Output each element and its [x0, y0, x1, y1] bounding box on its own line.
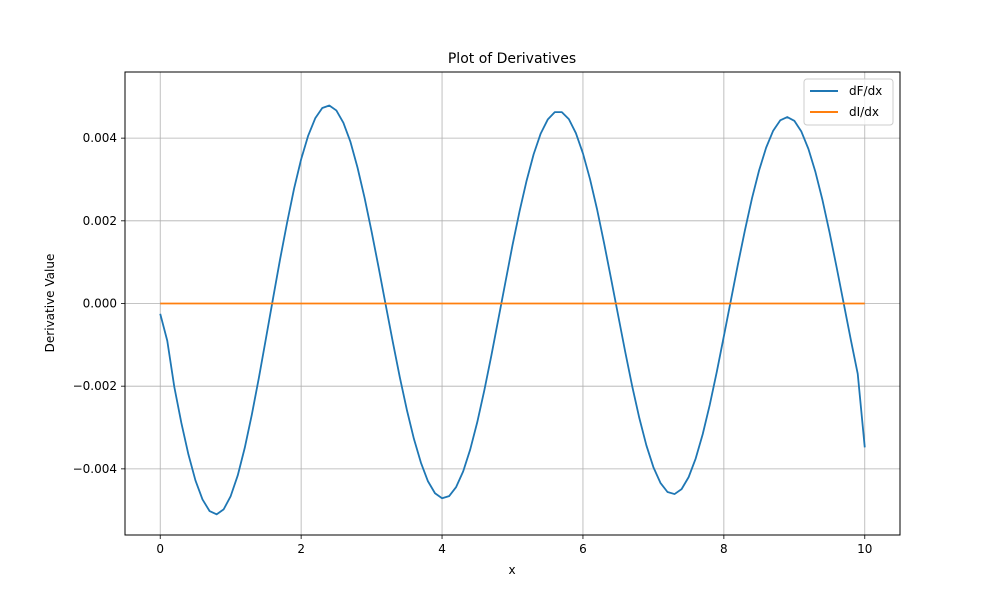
- chart-title: Plot of Derivatives: [448, 51, 576, 67]
- legend-label-dI-dx: dI/dx: [849, 105, 879, 119]
- legend-label-dF-dx: dF/dx: [849, 84, 882, 98]
- series-line-dF-dx: [159, 104, 866, 516]
- x-tick-label: 10: [857, 542, 872, 556]
- y-tick-label: 0.000: [83, 297, 117, 311]
- y-tick-label: 0.004: [83, 131, 117, 145]
- y-tick-label: −0.004: [73, 462, 117, 476]
- y-axis: −0.004 −0.002 0.000 0.002 0.004: [73, 131, 125, 476]
- y-tick-label: 0.002: [83, 214, 117, 228]
- series-layer: [159, 104, 866, 516]
- x-axis-label: x: [508, 563, 515, 577]
- x-tick-label: 0: [156, 542, 164, 556]
- y-tick-label: −0.002: [73, 379, 117, 393]
- x-tick-label: 4: [438, 542, 446, 556]
- legend: dF/dx dI/dx: [803, 78, 894, 126]
- x-tick-label: 2: [297, 542, 305, 556]
- x-tick-label: 8: [720, 542, 728, 556]
- y-axis-label: Derivative Value: [43, 254, 57, 353]
- x-axis: 0 2 4 6 8 10: [156, 535, 872, 556]
- x-tick-label: 6: [579, 542, 587, 556]
